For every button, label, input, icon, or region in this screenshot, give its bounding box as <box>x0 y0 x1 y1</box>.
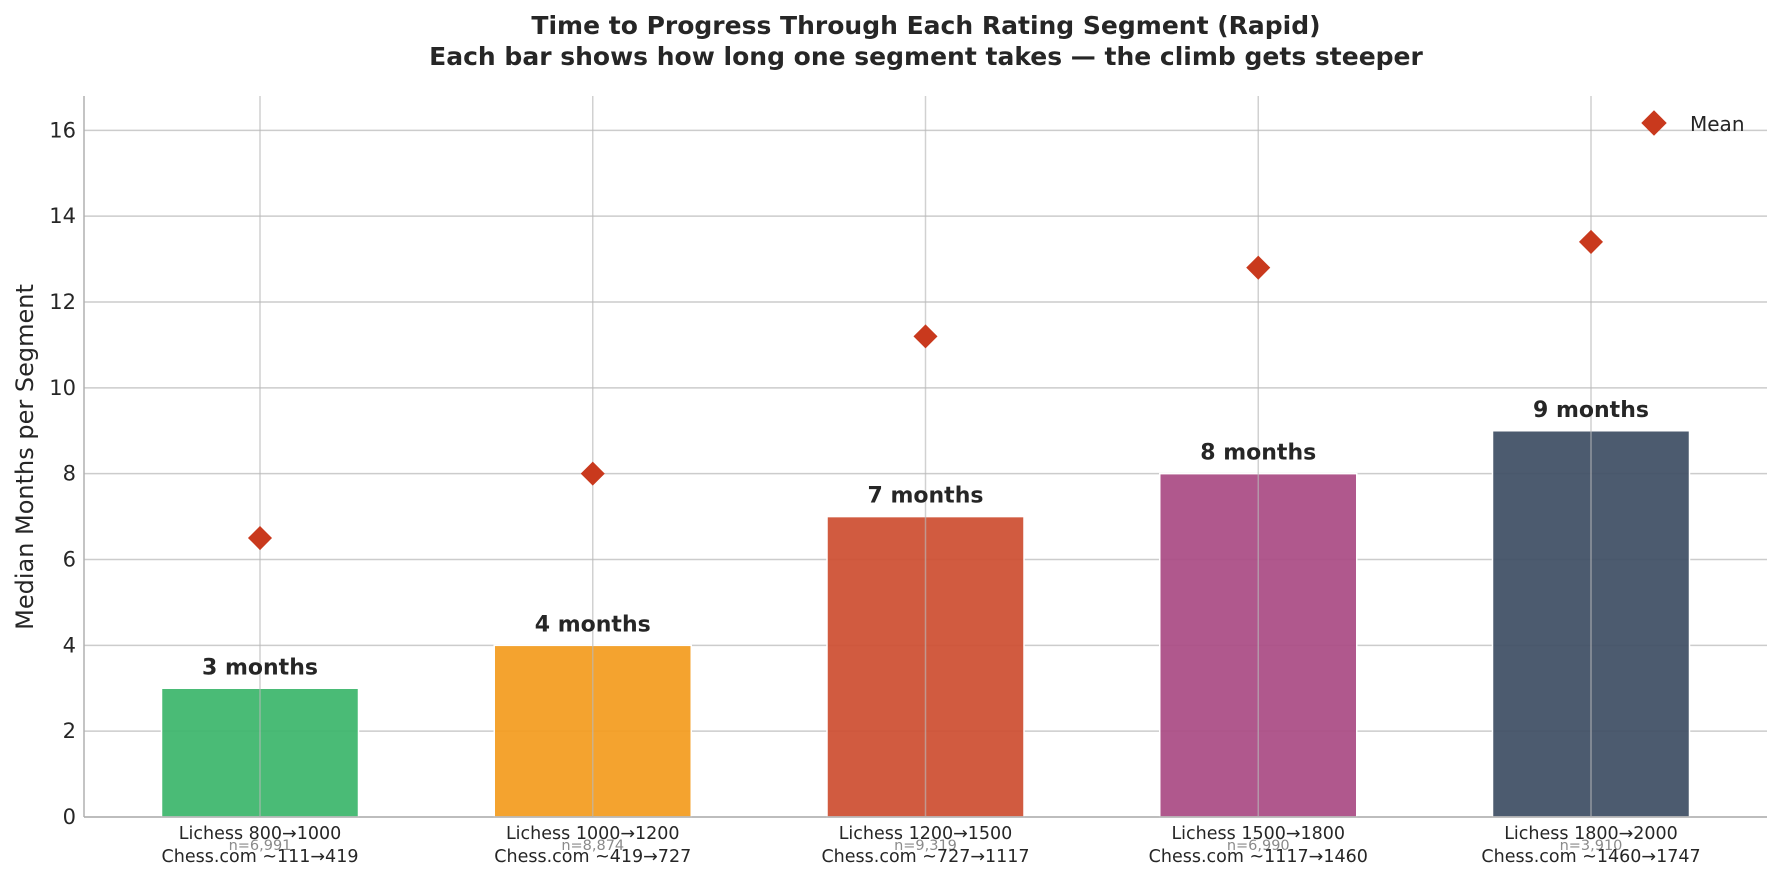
axis-layer: 0 2 4 6 8 10 12 14 16 <box>49 96 1767 829</box>
bar-value-label: 7 months <box>868 484 984 509</box>
bar-value-label: 4 months <box>535 612 651 637</box>
x-tick-label-line2: Chess.com ~1460→1747 <box>1481 847 1700 867</box>
mean-marker <box>1246 255 1271 280</box>
labels-layer: 3 months 4 months 7 months 8 months 9 months… <box>162 398 1701 867</box>
y-tick-label: 4 <box>63 633 76 657</box>
x-tick-sample-size: n=9,319 <box>894 838 957 854</box>
y-tick-label: 12 <box>49 290 76 314</box>
x-tick-label-line2: Chess.com ~1117→1460 <box>1149 847 1368 867</box>
mean-marker <box>580 461 605 486</box>
x-tick-label-line1: Lichess 1500→1800 <box>1171 824 1345 844</box>
chart-title: Time to Progress Through Each Rating Seg… <box>531 11 1320 40</box>
x-tick-label-line1: Lichess 1000→1200 <box>506 824 680 844</box>
y-tick-label: 8 <box>63 462 76 486</box>
x-tick-label-line1: Lichess 1200→1500 <box>839 824 1013 844</box>
x-tick-label-line1: Lichess 800→1000 <box>179 824 342 844</box>
y-tick-label: 6 <box>63 548 76 572</box>
legend: Mean <box>1641 110 1745 136</box>
x-tick-label-line2: Chess.com ~419→727 <box>494 847 691 867</box>
y-tick-label: 0 <box>63 805 76 829</box>
x-tick-label-line2: Chess.com ~111→419 <box>162 847 359 867</box>
x-tick-label-line1: Lichess 1800→2000 <box>1504 824 1678 844</box>
x-tick-sample-size: n=6,991 <box>229 838 292 854</box>
x-tick-sample-size: n=6,990 <box>1227 838 1290 854</box>
x-tick-label-line2: Chess.com ~727→1117 <box>821 847 1029 867</box>
legend-mean-marker <box>1641 110 1667 136</box>
chart-subtitle: Each bar shows how long one segment take… <box>429 42 1423 71</box>
bar-value-label: 9 months <box>1533 398 1649 423</box>
mean-marker <box>1578 229 1604 254</box>
x-tick-sample-size: n=8,874 <box>561 838 624 854</box>
y-axis-label: Median Months per Segment <box>11 284 39 630</box>
legend-mean-label: Mean <box>1690 112 1745 136</box>
y-tick-label: 14 <box>49 204 76 228</box>
mean-marker <box>913 324 938 349</box>
y-tick-label: 2 <box>63 719 76 743</box>
bar-value-label: 3 months <box>202 655 318 680</box>
y-tick-label: 16 <box>49 118 76 142</box>
x-tick-sample-size: n=3,910 <box>1560 838 1623 854</box>
bar-value-label: 8 months <box>1200 441 1316 466</box>
mean-marker <box>247 526 273 551</box>
vgrid-layer <box>259 96 1592 817</box>
y-tick-label: 10 <box>49 376 76 400</box>
